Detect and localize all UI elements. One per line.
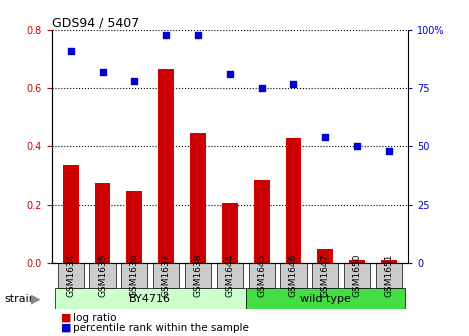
Point <box>258 86 265 91</box>
Point <box>99 70 106 75</box>
FancyBboxPatch shape <box>312 263 338 288</box>
Bar <box>254 180 270 263</box>
Text: GSM1638: GSM1638 <box>194 254 203 297</box>
Text: GSM1637: GSM1637 <box>162 254 171 297</box>
Bar <box>286 138 302 263</box>
FancyBboxPatch shape <box>55 288 246 309</box>
Text: GDS94 / 5407: GDS94 / 5407 <box>52 16 139 29</box>
Point <box>162 32 170 38</box>
Bar <box>222 203 238 263</box>
FancyBboxPatch shape <box>249 263 275 288</box>
Text: GSM1650: GSM1650 <box>353 254 362 297</box>
Text: GSM1634: GSM1634 <box>66 254 75 297</box>
Text: percentile rank within the sample: percentile rank within the sample <box>73 323 249 333</box>
Point <box>194 32 202 38</box>
Text: strain: strain <box>5 294 37 304</box>
Bar <box>381 260 397 263</box>
Bar <box>158 70 174 263</box>
Bar <box>95 183 111 263</box>
Text: ■: ■ <box>61 313 71 323</box>
Point <box>226 72 234 77</box>
Point <box>353 144 361 149</box>
Bar <box>190 133 206 263</box>
Text: GSM1644: GSM1644 <box>225 254 234 297</box>
Text: GSM1645: GSM1645 <box>257 254 266 297</box>
FancyBboxPatch shape <box>121 263 147 288</box>
Text: GSM1636: GSM1636 <box>130 254 139 297</box>
FancyBboxPatch shape <box>246 288 405 309</box>
FancyBboxPatch shape <box>185 263 211 288</box>
Point <box>290 81 297 86</box>
Bar <box>349 260 365 263</box>
Text: wild type: wild type <box>300 294 351 304</box>
Text: ■: ■ <box>61 323 71 333</box>
Bar <box>318 249 333 263</box>
Text: ▶: ▶ <box>30 292 40 305</box>
FancyBboxPatch shape <box>153 263 179 288</box>
Point <box>67 48 75 54</box>
Text: GSM1651: GSM1651 <box>385 254 393 297</box>
Text: log ratio: log ratio <box>73 313 116 323</box>
Text: BY4716: BY4716 <box>129 294 171 304</box>
Point <box>130 79 138 84</box>
Point <box>385 149 393 154</box>
FancyBboxPatch shape <box>344 263 370 288</box>
Bar <box>126 192 142 263</box>
Text: GSM1646: GSM1646 <box>289 254 298 297</box>
Text: GSM1635: GSM1635 <box>98 254 107 297</box>
FancyBboxPatch shape <box>280 263 307 288</box>
FancyBboxPatch shape <box>58 263 84 288</box>
FancyBboxPatch shape <box>217 263 243 288</box>
Text: GSM1647: GSM1647 <box>321 254 330 297</box>
FancyBboxPatch shape <box>90 263 115 288</box>
Point <box>322 134 329 140</box>
FancyBboxPatch shape <box>376 263 402 288</box>
Bar <box>63 165 79 263</box>
